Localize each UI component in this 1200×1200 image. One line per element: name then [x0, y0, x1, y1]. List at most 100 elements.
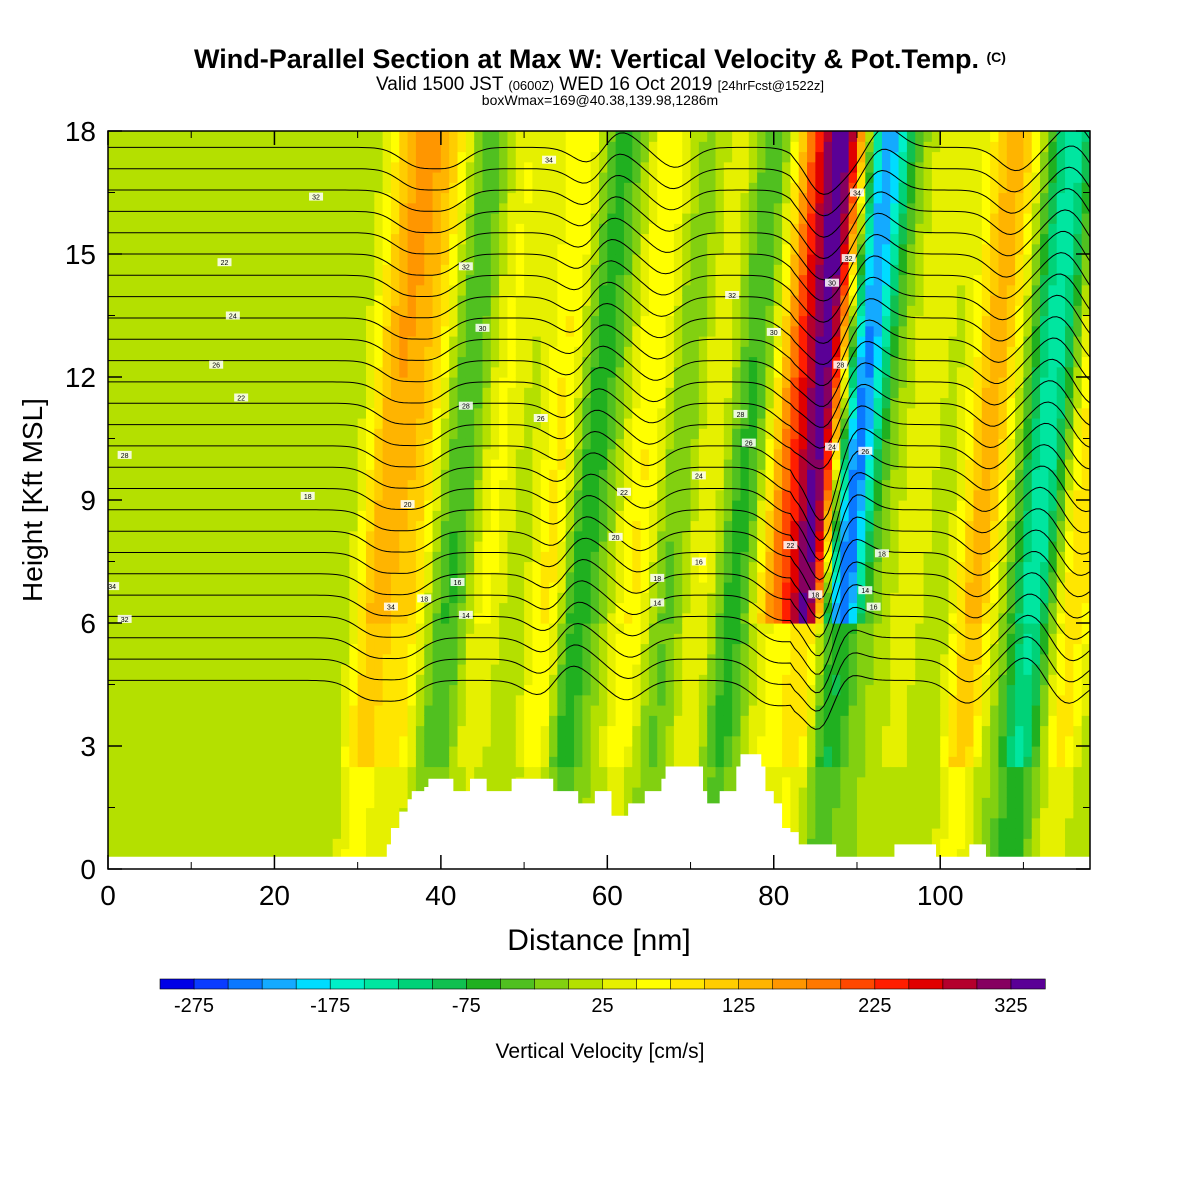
velocity-cell — [432, 192, 442, 204]
velocity-cell — [132, 254, 142, 265]
velocity-cell — [507, 623, 517, 634]
velocity-cell — [332, 541, 342, 552]
velocity-cell — [207, 233, 217, 245]
velocity-cell — [382, 315, 392, 327]
velocity-cell — [449, 530, 459, 542]
velocity-cell — [299, 530, 309, 542]
velocity-cell — [648, 182, 658, 194]
velocity-cell — [332, 131, 342, 142]
velocity-cell — [665, 674, 675, 686]
velocity-cell — [307, 715, 317, 727]
velocity-cell — [540, 479, 550, 491]
velocity-cell — [257, 776, 267, 788]
velocity-cell — [640, 633, 650, 645]
velocity-cell — [282, 356, 292, 368]
velocity-cell — [108, 561, 117, 573]
velocity-cell — [324, 735, 334, 747]
velocity-cell — [282, 377, 292, 388]
velocity-cell — [424, 694, 434, 706]
velocity-cell — [532, 746, 542, 757]
velocity-cell — [341, 510, 350, 522]
velocity-cell — [224, 807, 234, 819]
velocity-cell — [316, 797, 325, 809]
velocity-cell — [199, 448, 209, 460]
velocity-cell — [157, 448, 167, 460]
velocity-cell — [532, 202, 542, 214]
velocity-cell — [648, 397, 658, 409]
velocity-cell — [207, 623, 217, 634]
velocity-cell — [224, 346, 234, 358]
velocity-cell — [449, 766, 459, 778]
velocity-cell — [474, 151, 484, 163]
velocity-cell — [191, 612, 201, 624]
velocity-cell — [407, 295, 417, 306]
velocity-cell — [291, 336, 301, 347]
velocity-cell — [282, 674, 292, 686]
velocity-cell — [182, 633, 192, 645]
velocity-cell — [532, 387, 542, 399]
velocity-cell — [291, 551, 301, 563]
velocity-cell — [640, 500, 650, 511]
velocity-cell — [682, 694, 692, 706]
velocity-cell — [449, 694, 459, 706]
velocity-cell — [341, 295, 350, 306]
velocity-cell — [116, 428, 126, 440]
velocity-cell — [324, 213, 334, 224]
velocity-cell — [532, 694, 542, 706]
velocity-cell — [141, 223, 151, 235]
velocity-cell — [665, 336, 675, 347]
velocity-cell — [532, 633, 542, 645]
velocity-cell — [174, 530, 184, 542]
velocity-cell — [515, 243, 525, 255]
velocity-cell — [108, 151, 117, 163]
velocity-cell — [465, 418, 475, 429]
velocity-cell — [565, 346, 575, 358]
velocity-cell — [207, 202, 217, 214]
velocity-cell — [382, 295, 392, 306]
velocity-cell — [349, 776, 359, 788]
velocity-cell — [474, 264, 484, 276]
velocity-cell — [465, 428, 475, 440]
velocity-cell — [457, 346, 467, 358]
velocity-cell — [465, 510, 475, 522]
velocity-cell — [482, 500, 492, 511]
velocity-cell — [299, 817, 309, 829]
velocity-cell — [390, 541, 400, 552]
velocity-cell — [499, 213, 509, 224]
velocity-cell — [224, 735, 234, 747]
velocity-cell — [266, 202, 276, 214]
velocity-cell — [424, 397, 434, 409]
velocity-cell — [132, 336, 142, 347]
velocity-cell — [424, 264, 434, 276]
velocity-cell — [157, 346, 167, 358]
velocity-cell — [465, 182, 475, 194]
velocity-cell — [499, 756, 509, 768]
velocity-cell — [232, 602, 242, 614]
velocity-cell — [507, 305, 517, 317]
velocity-cell — [257, 602, 267, 614]
velocity-cell — [124, 592, 134, 604]
velocity-cell — [182, 336, 192, 347]
velocity-cell — [307, 828, 317, 839]
velocity-cell — [124, 131, 134, 142]
velocity-cell — [465, 366, 475, 378]
velocity-cell — [590, 243, 600, 255]
velocity-cell — [465, 387, 475, 399]
velocity-cell — [640, 387, 650, 399]
velocity-cell — [199, 612, 209, 624]
velocity-cell — [415, 643, 425, 655]
velocity-cell — [349, 182, 359, 194]
velocity-cell — [332, 787, 342, 798]
velocity-cell — [490, 336, 500, 347]
velocity-cell — [557, 653, 567, 665]
velocity-cell — [465, 254, 475, 265]
velocity-cell — [108, 500, 117, 511]
velocity-cell — [648, 520, 658, 532]
velocity-cell — [191, 592, 201, 604]
velocity-cell — [623, 571, 633, 583]
velocity-cell — [141, 561, 151, 573]
velocity-cell — [424, 192, 434, 204]
velocity-cell — [174, 541, 184, 552]
velocity-cell — [349, 202, 359, 214]
